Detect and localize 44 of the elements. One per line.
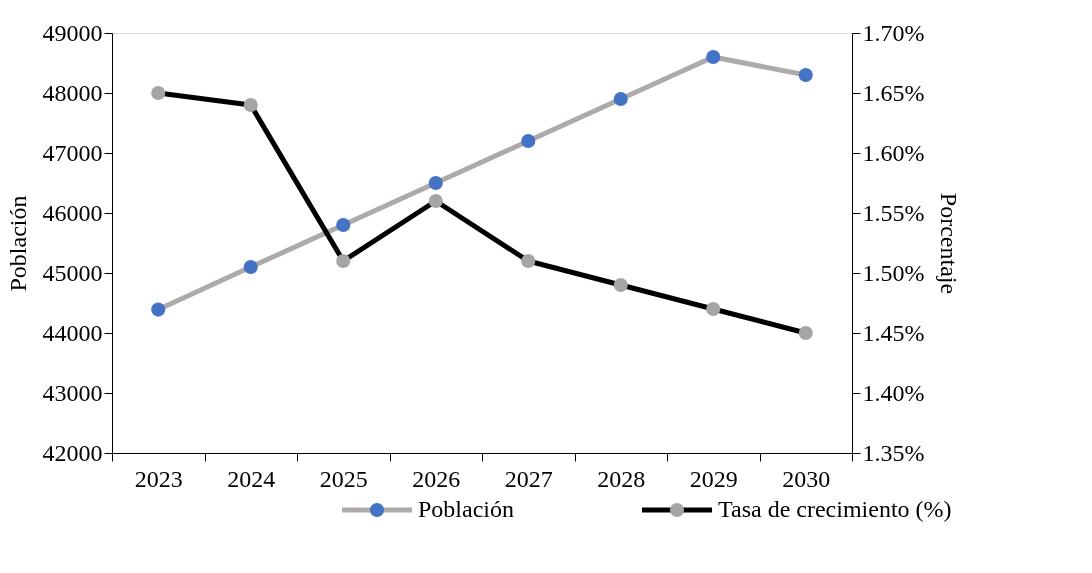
y2-tick-label: 1.35%: [862, 439, 925, 466]
y-tick-label: 43000: [42, 379, 103, 406]
x-tick-label: 2027: [504, 465, 553, 492]
y2-tick-label: 1.60%: [862, 139, 925, 166]
x-tick-label: 2030: [782, 465, 831, 492]
y-tick-label: 49000: [42, 19, 103, 46]
y2-tick-label: 1.65%: [862, 79, 925, 106]
y2-tick-label: 1.55%: [862, 199, 925, 226]
y2-tick-label: 1.50%: [862, 259, 925, 286]
y2-tick-label: 1.45%: [862, 319, 925, 346]
point: [428, 175, 443, 191]
point: [243, 259, 258, 275]
y-axis-title: Población: [4, 195, 31, 292]
point: [151, 302, 166, 317]
point: [336, 217, 351, 233]
point: [706, 301, 721, 317]
point: [798, 67, 813, 83]
point: [151, 85, 166, 101]
point: [613, 277, 628, 293]
x-tick-label: 2029: [689, 465, 738, 492]
y-tick-label: 48000: [42, 79, 103, 106]
point: [706, 49, 721, 65]
x-tick-label: 2024: [227, 465, 276, 492]
point: [428, 193, 443, 209]
legend-label: Población: [418, 496, 514, 522]
y-tick-label: 44000: [42, 319, 103, 346]
point: [613, 91, 628, 107]
x-tick-label: 2026: [412, 465, 461, 492]
y2-tick-label: 1.40%: [862, 379, 925, 406]
point: [336, 253, 351, 269]
y2-axis-title: Porcentaje: [936, 192, 963, 295]
y-tick-label: 46000: [42, 199, 103, 226]
point: [521, 253, 536, 269]
legend-label: Tasa de crecimiento (%): [718, 496, 952, 522]
x-tick-label: 2025: [319, 465, 368, 492]
point: [243, 97, 258, 113]
x-tick-label: 2023: [134, 465, 183, 492]
x-tick-label: 2028: [597, 465, 646, 492]
y-tick-label: 45000: [42, 259, 103, 286]
point: [798, 325, 813, 341]
point: [521, 133, 536, 149]
y-tick-label: 47000: [42, 139, 103, 166]
y-tick-label: 42000: [42, 439, 103, 466]
y2-tick-label: 1.70%: [862, 19, 925, 46]
